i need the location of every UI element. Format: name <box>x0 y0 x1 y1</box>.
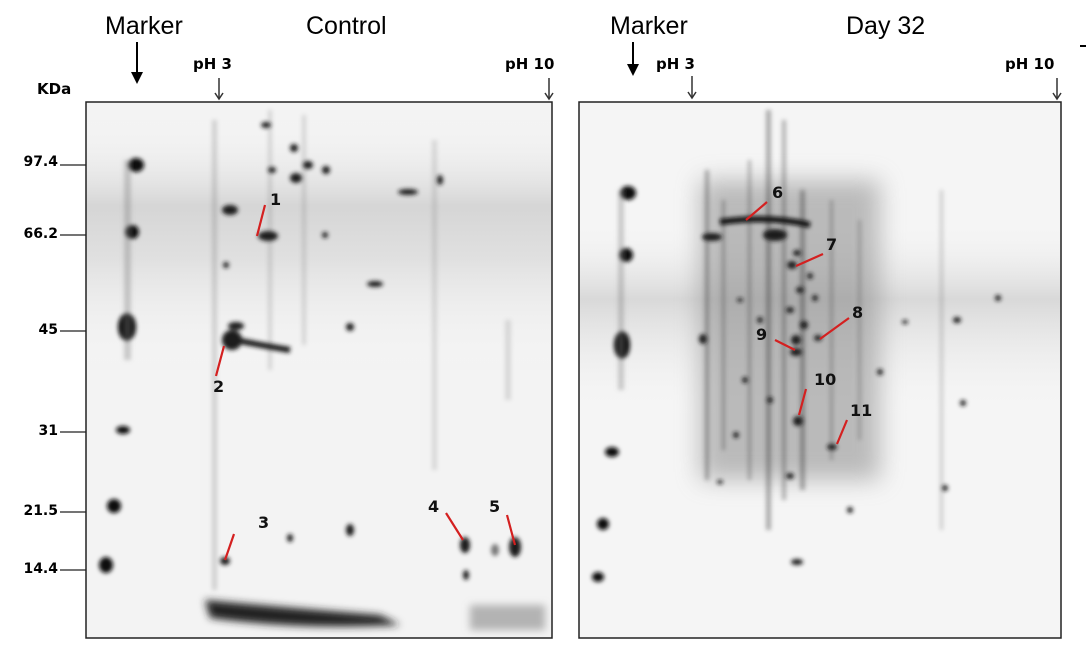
ph3-label-left: pH 3 <box>193 55 232 73</box>
marker-header-left: Marker <box>105 12 183 40</box>
spot-label-6: 6 <box>772 183 783 202</box>
spot-label-5: 5 <box>489 497 500 516</box>
control-gel <box>85 101 553 639</box>
mw-ticks <box>60 164 86 571</box>
marker-arrow-right <box>627 42 639 76</box>
marker-arrow-left <box>131 42 143 84</box>
ph3-label-right: pH 3 <box>656 55 695 73</box>
spot-label-11: 11 <box>850 401 872 420</box>
spot-pointers <box>214 201 850 561</box>
spot-label-3: 3 <box>258 513 269 532</box>
spot-label-10: 10 <box>814 370 836 389</box>
ph10-label-right: pH 10 <box>1005 55 1055 73</box>
kda-axis-label: KDa <box>37 80 72 98</box>
mw-label-97: 97.4 <box>23 154 58 170</box>
spot-label-9: 9 <box>756 325 767 344</box>
spot-label-8: 8 <box>852 303 863 322</box>
ph-arrow-right-high <box>1052 78 1062 101</box>
day32-header: Day 32 <box>846 12 926 40</box>
mw-label-31: 31 <box>38 423 58 439</box>
ph-arrow-right-low <box>687 76 697 100</box>
mw-label-14: 14.4 <box>23 561 58 577</box>
spot-label-4: 4 <box>428 497 439 516</box>
control-header: Control <box>306 12 387 40</box>
spot-label-2: 2 <box>213 377 224 396</box>
spot-label-1: 1 <box>270 190 281 209</box>
ph10-label-left: pH 10 <box>505 55 555 73</box>
mw-label-66: 66.2 <box>23 226 58 242</box>
ph-arrow-left-high <box>544 78 554 101</box>
mw-label-21: 21.5 <box>23 503 58 519</box>
day32-gel <box>578 101 1062 639</box>
marker-header-right: Marker <box>610 12 688 40</box>
spot-label-7: 7 <box>826 235 837 254</box>
mw-label-45: 45 <box>38 322 58 338</box>
ph-arrow-left-low <box>214 78 224 101</box>
